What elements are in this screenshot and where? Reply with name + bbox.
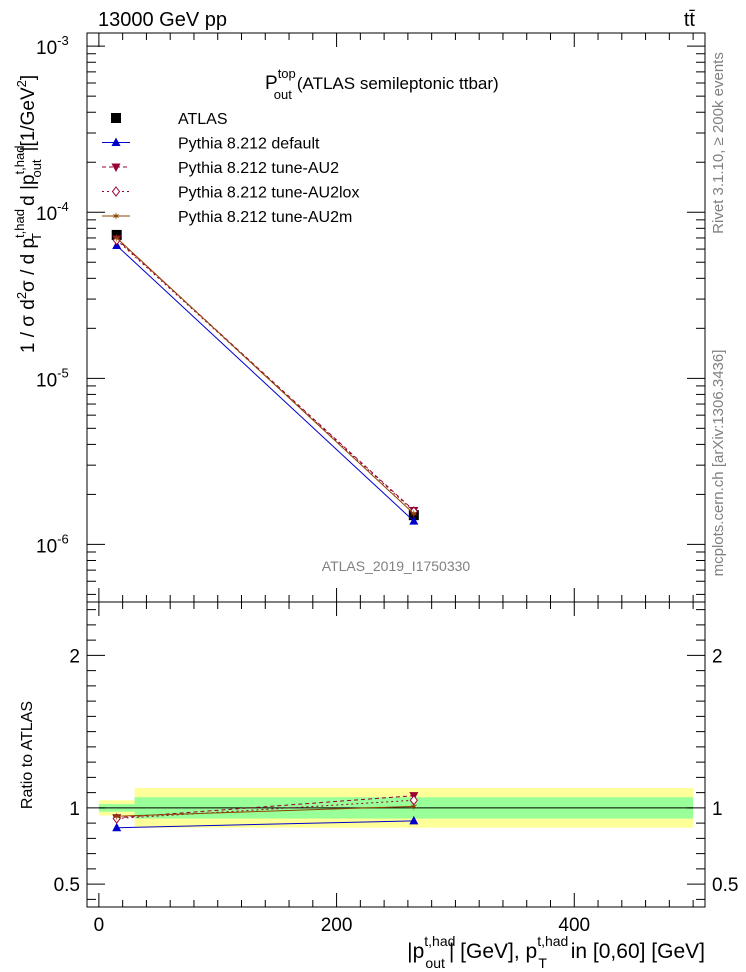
main-point — [112, 234, 121, 246]
header-process: tt̄ — [684, 9, 696, 31]
rivet-label: Rivet 3.1.10, ≥ 200k events — [710, 52, 727, 234]
legend-entry: Pythia 8.212 default — [178, 136, 320, 153]
chart-marks: 10-6 10-5 10-4 10-3 0 200 400 0.5 0.5 1 1 2 2 ✶ ✶ ✶ ✶ ATL… — [36, 32, 738, 936]
ratio-ytick-label: 0.5 — [54, 875, 80, 896]
chart-title: Ptop out (ATLAS semileptonic ttbar) — [265, 66, 499, 102]
xlabel: |pt,had out | [GeV], pt,had T in [0,60] [Ge… — [407, 933, 705, 971]
ratio-series-line — [116, 820, 414, 829]
ratio-point — [112, 822, 122, 832]
ratio-ytick-label: 1 — [69, 799, 80, 820]
ratio-ytick-label: 2 — [69, 646, 80, 667]
ratio-bands — [98, 788, 694, 828]
main-ytick-label: 10-6 — [36, 531, 69, 557]
legend-marker — [111, 163, 121, 172]
chart-title-main: P — [265, 73, 278, 94]
ratio-ytick-label-right: 2 — [712, 646, 723, 667]
chart-title-sub: out — [274, 87, 292, 102]
main-ytick-label: 10-3 — [36, 33, 69, 59]
main-ylabel: 1 / σ d2σ / d pt,had T d |pt,had out|[1/Ge… — [12, 75, 44, 353]
main-point — [409, 506, 418, 517]
header-energy: 13000 GeV pp — [98, 9, 227, 31]
legend-entry: Pythia 8.212 tune-AU2m — [178, 209, 352, 226]
xtick-label: 0 — [94, 915, 105, 936]
ratio-ytick-label-right: 1 — [712, 799, 723, 820]
analysis-watermark: ATLAS_2019_I1750330 — [322, 558, 471, 574]
ratio-point — [409, 815, 419, 825]
legend-marker: ✶ — [111, 211, 120, 223]
xtick-label: 200 — [321, 915, 353, 936]
legend-entry: ATLAS — [178, 111, 228, 128]
legend-entry: Pythia 8.212 tune-AU2lox — [178, 185, 359, 202]
main-point: ✶ — [409, 509, 418, 521]
ratio-point — [409, 794, 418, 806]
legend-marker — [111, 113, 121, 123]
chart-title-sup: top — [278, 66, 296, 81]
main-ytick-label: 10-4 — [36, 199, 69, 225]
main-point: ✶ — [112, 233, 121, 245]
main-series-line — [116, 245, 415, 522]
main-point — [409, 516, 419, 525]
chart-title-rest: (ATLAS semileptonic ttbar) — [297, 74, 499, 93]
legend-entry: Pythia 8.212 tune-AU2 — [178, 160, 339, 177]
source-label: mcplots.cern.ch [arXiv:1306.3436] — [710, 350, 727, 577]
main-series-line — [116, 237, 415, 515]
ratio-frame — [86, 601, 706, 908]
ratio-point: ✶ — [409, 801, 418, 813]
ratio-point: ✶ — [112, 811, 121, 823]
ratio-series-line — [116, 795, 414, 819]
ratio-ytick-label-right: 0.5 — [712, 875, 738, 896]
ratio-ylabel: Ratio to ATLAS — [19, 701, 36, 809]
legend-marker — [111, 137, 121, 146]
xtick-label: 400 — [558, 915, 590, 936]
legend-marker — [111, 186, 121, 197]
main-ytick-label: 10-5 — [36, 365, 69, 391]
ratio-series-line — [116, 805, 414, 817]
